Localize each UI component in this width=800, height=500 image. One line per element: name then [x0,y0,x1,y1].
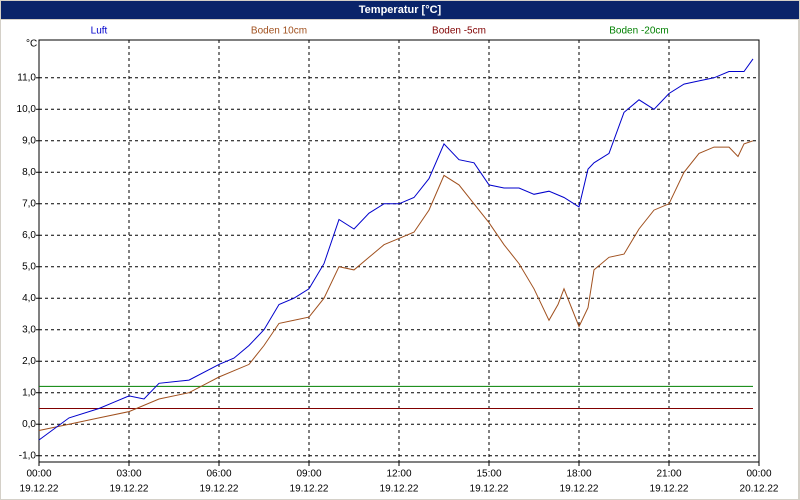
y-tick-label: 9,0 [22,135,36,146]
x-tick-date: 19.12.22 [20,484,59,495]
legend-entry: Boden 10cm [251,26,307,37]
series-line [38,140,754,431]
y-tick-label: 3,0 [22,324,36,335]
x-tick-date: 19.12.22 [560,484,599,495]
chart-title: Temperatur [°C] [359,4,442,16]
y-tick-label: 10,0 [17,104,37,115]
y-tick-label: 1,0 [22,387,36,398]
legend-entry: Luft [91,26,108,37]
series-line [38,58,754,441]
x-tick-date: 19.12.22 [110,484,149,495]
y-tick-label: 4,0 [22,293,36,304]
x-tick-date: 19.12.22 [200,484,239,495]
y-tick-label: 8,0 [22,167,36,178]
x-tick-label: 18:00 [566,469,591,480]
x-tick-date: 19.12.22 [650,484,689,495]
y-tick-label: 0,0 [22,419,36,430]
x-tick-label: 12:00 [386,469,411,480]
x-tick-label: 00:00 [746,469,771,480]
legend-entry: Boden -5cm [432,26,486,37]
chart-area [1,20,798,499]
y-tick-label: 6,0 [22,230,36,241]
y-tick-label: 5,0 [22,261,36,272]
x-tick-label: 03:00 [116,469,141,480]
x-tick-label: 00:00 [26,469,51,480]
x-tick-date: 19.12.22 [290,484,329,495]
y-tick-label: 7,0 [22,198,36,209]
y-axis-label: °C [26,39,37,50]
x-tick-label: 21:00 [656,469,681,480]
x-tick-date: 20.12.22 [740,484,779,495]
x-tick-date: 19.12.22 [470,484,509,495]
x-tick-label: 06:00 [206,469,231,480]
y-tick-label: -1,0 [19,450,37,461]
x-tick-label: 09:00 [296,469,321,480]
y-tick-label: 2,0 [22,356,36,367]
legend-entry: Boden -20cm [609,26,668,37]
y-tick-label: 11,0 [17,72,36,83]
x-tick-label: 15:00 [476,469,501,480]
title-bar [1,1,799,19]
x-tick-date: 19.12.22 [380,484,419,495]
